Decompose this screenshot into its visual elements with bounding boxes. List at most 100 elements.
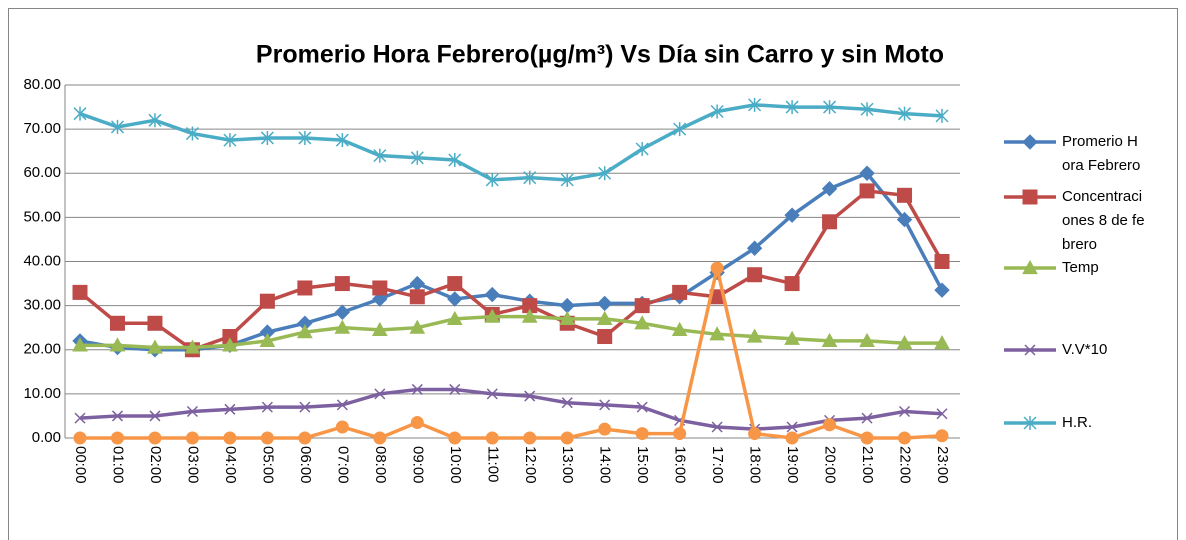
marker xyxy=(409,319,426,334)
marker xyxy=(73,431,87,445)
marker xyxy=(149,410,161,422)
series xyxy=(72,308,950,354)
marker xyxy=(185,431,199,445)
marker xyxy=(785,431,799,445)
series xyxy=(73,261,949,445)
y-tick-label: 30.00 xyxy=(23,297,61,314)
marker xyxy=(449,383,461,395)
marker xyxy=(598,166,612,181)
marker xyxy=(298,431,312,445)
marker xyxy=(72,337,88,352)
series-line xyxy=(79,103,943,182)
series-line xyxy=(79,387,943,431)
y-tick-label: 0.00 xyxy=(32,429,61,446)
marker xyxy=(560,172,574,187)
marker xyxy=(672,284,688,300)
marker xyxy=(634,315,651,330)
marker xyxy=(371,321,388,336)
marker xyxy=(486,388,498,400)
marker xyxy=(635,141,649,156)
marker xyxy=(147,315,163,331)
marker xyxy=(485,172,499,187)
marker xyxy=(898,431,912,445)
marker xyxy=(635,427,649,441)
series xyxy=(74,383,948,435)
marker xyxy=(710,261,724,275)
marker xyxy=(523,170,537,185)
marker xyxy=(598,422,612,436)
marker xyxy=(859,332,875,348)
marker xyxy=(223,133,237,148)
x-tick-label: 22:00 xyxy=(897,446,914,484)
marker xyxy=(336,399,348,411)
marker xyxy=(709,326,725,341)
legend-label: H.R. xyxy=(1062,414,1092,431)
marker xyxy=(934,282,950,298)
marker xyxy=(334,276,350,292)
x-tick-label: 04:00 xyxy=(222,446,239,484)
marker xyxy=(373,431,387,445)
chart-title: Promerio Hora Febrero(µg/m³) Vs Día sin … xyxy=(256,41,944,69)
x-tick-label: 17:00 xyxy=(709,446,726,484)
x-tick-label: 01:00 xyxy=(110,446,127,484)
marker xyxy=(148,113,162,128)
marker xyxy=(934,335,950,350)
marker xyxy=(374,388,386,400)
marker xyxy=(297,324,313,339)
marker xyxy=(524,390,536,402)
marker xyxy=(746,328,763,343)
marker xyxy=(521,308,538,323)
marker xyxy=(596,295,613,312)
marker xyxy=(335,420,349,434)
marker xyxy=(560,431,574,445)
marker xyxy=(671,321,688,336)
marker xyxy=(523,431,537,445)
series xyxy=(73,97,949,187)
marker xyxy=(636,401,648,413)
marker xyxy=(334,319,351,334)
marker xyxy=(448,153,462,168)
legend-label: V.V*10 xyxy=(1062,341,1108,358)
x-tick-label: 03:00 xyxy=(184,446,201,484)
marker xyxy=(111,410,124,422)
marker xyxy=(109,337,126,352)
x-tick-label: 10:00 xyxy=(447,446,464,484)
y-tick-label: 10.00 xyxy=(23,385,61,402)
marker xyxy=(935,429,949,443)
marker xyxy=(1023,416,1037,430)
marker xyxy=(784,330,800,345)
series xyxy=(72,183,950,358)
marker xyxy=(259,293,275,309)
marker xyxy=(936,408,948,420)
marker xyxy=(785,100,799,115)
x-tick-label: 23:00 xyxy=(934,446,951,484)
marker xyxy=(599,399,611,411)
marker xyxy=(409,289,425,305)
marker xyxy=(896,211,913,228)
x-tick-label: 14:00 xyxy=(597,446,614,484)
x-tick-label: 07:00 xyxy=(334,446,351,484)
marker xyxy=(596,310,613,325)
marker xyxy=(786,421,798,433)
y-tick-label: 20.00 xyxy=(23,341,61,358)
marker xyxy=(859,183,875,199)
marker xyxy=(373,148,387,163)
x-tick-label: 16:00 xyxy=(672,446,689,484)
marker xyxy=(186,405,198,418)
x-tick-label: 15:00 xyxy=(634,446,651,484)
marker xyxy=(484,286,500,303)
y-tick-label: 50.00 xyxy=(23,208,61,225)
marker xyxy=(110,119,125,134)
marker xyxy=(784,276,800,292)
marker xyxy=(223,431,237,445)
marker xyxy=(334,304,351,320)
y-tick-label: 60.00 xyxy=(23,164,61,181)
y-tick-label: 70.00 xyxy=(23,120,61,137)
marker xyxy=(746,240,763,256)
y-tick-label: 40.00 xyxy=(23,252,61,269)
marker xyxy=(561,397,573,409)
marker xyxy=(447,291,463,307)
marker xyxy=(860,102,874,117)
marker xyxy=(411,383,423,395)
marker xyxy=(372,291,388,307)
